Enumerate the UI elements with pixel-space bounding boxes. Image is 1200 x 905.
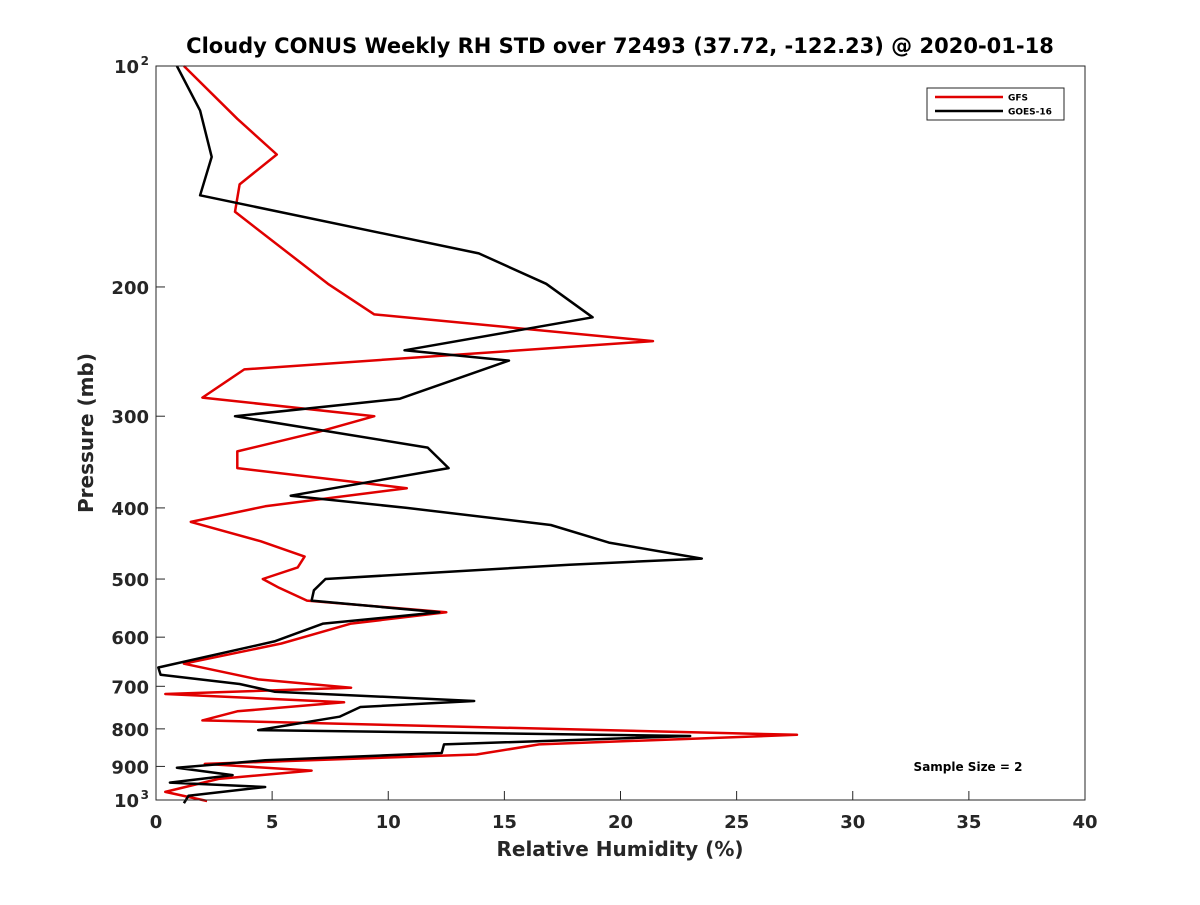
x-tick-label: 40: [1072, 812, 1097, 833]
x-tick-label: 25: [724, 812, 749, 833]
y-tick-label: 10: [114, 57, 139, 78]
x-tick-label: 5: [266, 812, 279, 833]
legend-label: GOES-16: [1008, 108, 1052, 118]
chart-title: Cloudy CONUS Weekly RH STD over 72493 (3…: [186, 34, 1054, 58]
x-axis-label: Relative Humidity (%): [496, 837, 743, 861]
series-layer: [157, 65, 799, 804]
y-axis-label: Pressure (mb): [74, 353, 98, 513]
series-line-goes-16: [157, 65, 704, 804]
y-tick-exponent: 3: [141, 788, 149, 802]
x-tick-label: 35: [956, 812, 981, 833]
y-tick-label: 800: [111, 720, 149, 741]
legend: GFS GOES-16: [926, 87, 1065, 121]
x-tick-label: 10: [376, 812, 401, 833]
x-tick-label: 15: [492, 812, 517, 833]
y-tick-label: 600: [111, 628, 149, 649]
series-line-gfs: [164, 65, 799, 803]
y-tick-exponent: 2: [141, 54, 149, 68]
x-tick-label: 30: [840, 812, 865, 833]
y-tick-label: 700: [111, 677, 149, 698]
x-axis: 0 5 10 15 20 25 30 35 40: [150, 791, 1098, 833]
y-tick-label: 400: [111, 499, 149, 520]
y-tick-label: 10: [114, 791, 139, 812]
x-tick-label: 0: [150, 812, 163, 833]
sample-size-annotation: Sample Size = 2: [914, 760, 1023, 774]
y-tick-label: 300: [111, 407, 149, 428]
legend-box: [926, 87, 1065, 121]
legend-label: GFS: [1008, 94, 1028, 104]
y-tick-label: 200: [111, 278, 149, 299]
y-tick-label: 500: [111, 570, 149, 591]
x-tick-label: 20: [608, 812, 633, 833]
y-tick-label: 900: [111, 757, 149, 778]
